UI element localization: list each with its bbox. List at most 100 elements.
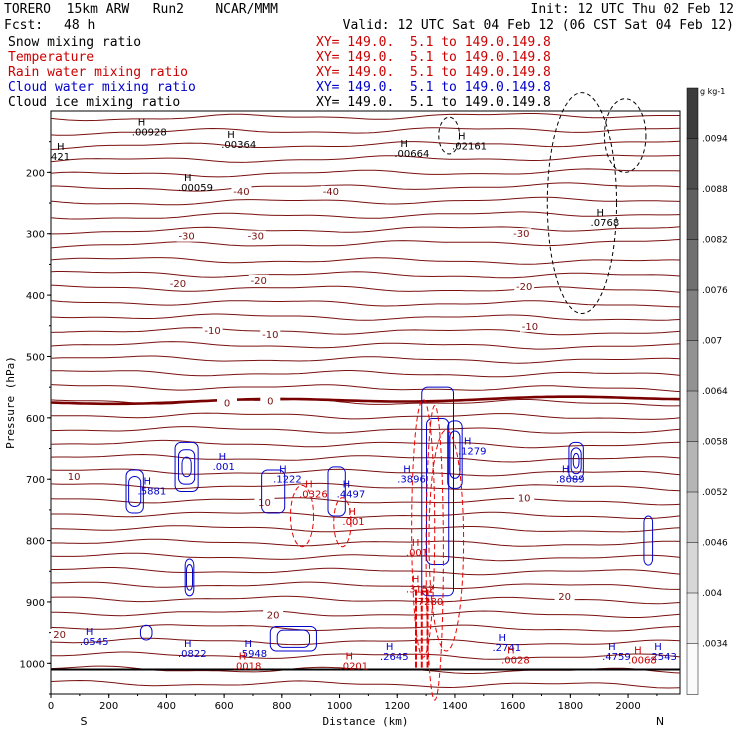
snow-high-marker: H (400, 139, 408, 150)
snow-value-label: .0768 (591, 218, 620, 229)
isotherm-line (50, 552, 681, 562)
colorbar-tick-label: .0046 (702, 539, 728, 549)
cloud-water-contour (181, 456, 192, 478)
isotherm-label: -20 (251, 276, 267, 287)
cloud-water-high-marker: H (654, 642, 662, 653)
isotherm-line (51, 538, 681, 547)
isotherm-line (50, 271, 681, 279)
field-xy-4: XY= 149.0. 5.1 to 149.0.149.8 (316, 95, 551, 110)
isotherm-label: 0 (224, 399, 230, 410)
isotherm-label: 10 (258, 498, 271, 509)
y-tick-label: 1000 (20, 659, 45, 670)
y-tick-label: 700 (26, 475, 45, 486)
isotherm-line (50, 127, 681, 136)
cloud-water-contour (426, 417, 450, 566)
cloud-water-contour (128, 475, 142, 508)
x-tick-label: 1600 (500, 701, 525, 712)
rain-contour (425, 405, 444, 701)
isotherm-line (50, 300, 681, 308)
isotherm-line (50, 497, 681, 506)
colorbar-unit: g kg-1 (700, 87, 725, 96)
x-axis-title: Distance (km) (322, 715, 408, 728)
isotherm-line (50, 412, 681, 420)
cloud-water-contour (269, 625, 317, 652)
cloud-water-value-label: .001 (213, 462, 235, 473)
cloud-water-high-marker: H (219, 452, 227, 463)
isotherm-label: -20 (170, 279, 186, 290)
isotherm-label: -10 (262, 330, 278, 341)
snow-high-marker: H (184, 173, 192, 184)
colorbar-tick-label: .0064 (702, 387, 728, 397)
isotherm-label-bg (167, 277, 188, 289)
colorbar-tick-label: .0094 (702, 135, 728, 145)
x-tick-label: 1800 (558, 701, 583, 712)
isotherm-line (51, 567, 681, 576)
snow-value-label: .00364 (221, 140, 256, 151)
cloud-water-contour (185, 564, 194, 591)
isotherm-label-bg (202, 325, 223, 337)
cloud-water-contour (570, 447, 582, 475)
snow-contour (438, 116, 461, 155)
rain-contour (289, 484, 315, 548)
cloud-water-high-marker: H (498, 633, 506, 644)
rain-contour (333, 497, 352, 548)
snow-high-marker: H (597, 208, 605, 219)
rain-contour (428, 429, 465, 652)
valid-time: Valid: 12 UTC Sat 04 Feb 12 (06 CST Sat … (342, 18, 734, 33)
cloud-water-value-label: .0545 (80, 637, 109, 648)
cloud-water-high-marker: H (464, 437, 472, 448)
isotherm-line (50, 439, 680, 449)
isotherm-label-bg (245, 230, 266, 242)
cloud-water-high-marker: H (343, 480, 351, 491)
snow-value-label: .00928 (132, 128, 167, 139)
y-tick-label: 600 (26, 414, 45, 425)
isotherm-line (51, 581, 680, 590)
snow-contour (603, 98, 647, 173)
rain-value-label: .3152 (406, 585, 435, 596)
rain-high-marker: H (239, 651, 247, 662)
isotherm-line (50, 595, 681, 605)
rain-value-label: .001 (342, 517, 364, 528)
colorbar-tick-label: .0052 (702, 488, 728, 498)
isotherm-line (50, 211, 681, 220)
isotherm-label: -20 (516, 282, 532, 293)
x-tick-label: 1200 (385, 701, 410, 712)
isotherm-line (50, 239, 681, 249)
field-name-2: Rain water mixing ratio (8, 65, 189, 80)
isotherm-label-bg (49, 628, 70, 640)
isotherm-line (50, 679, 681, 689)
isotherm-line (50, 624, 681, 632)
cloud-water-value-label: .2645 (380, 652, 409, 663)
cloud-water-high-marker: H (245, 639, 253, 650)
isotherm-line (50, 257, 681, 265)
cloud-water-high-marker: H (386, 642, 394, 653)
isotherm-line (50, 313, 681, 321)
field-name-1: Temperature (8, 50, 95, 65)
x-tick-label: 2000 (615, 701, 640, 712)
colorbar-swatch (686, 340, 699, 392)
y-axis-title: Pressure (hPa) (4, 356, 17, 449)
isotherm-label-bg (511, 228, 532, 240)
cloud-water-value-label: .1222 (273, 474, 302, 485)
isotherm-label-bg (254, 496, 275, 508)
field-xy-3: XY= 149.0. 5.1 to 149.0.149.8 (316, 80, 551, 95)
isotherm-line (50, 637, 681, 646)
rain-high-marker: H (412, 538, 420, 549)
snow-value-label: .02161 (452, 142, 487, 153)
cloud-water-high-marker: H (279, 464, 287, 475)
cloud-water-value-label: .2741 (492, 643, 521, 654)
x-tick-label: 200 (99, 701, 118, 712)
cloud-water-high-marker: H (403, 464, 411, 475)
cloud-water-value-label: .2543 (648, 652, 677, 663)
snow-value-label: .00664 (394, 149, 429, 160)
cloud-water-contour (261, 469, 286, 514)
field-xy-2: XY= 149.0. 5.1 to 149.0.149.8 (316, 65, 551, 80)
x-tick-label: 400 (157, 701, 176, 712)
cloud-water-contour (276, 629, 311, 648)
rain-value-label: .0068 (628, 655, 657, 666)
colorbar-swatch (686, 239, 699, 291)
isotherm-label-bg (514, 280, 535, 292)
y-tick-label: 300 (26, 230, 45, 241)
y-tick-label: 500 (26, 352, 45, 363)
